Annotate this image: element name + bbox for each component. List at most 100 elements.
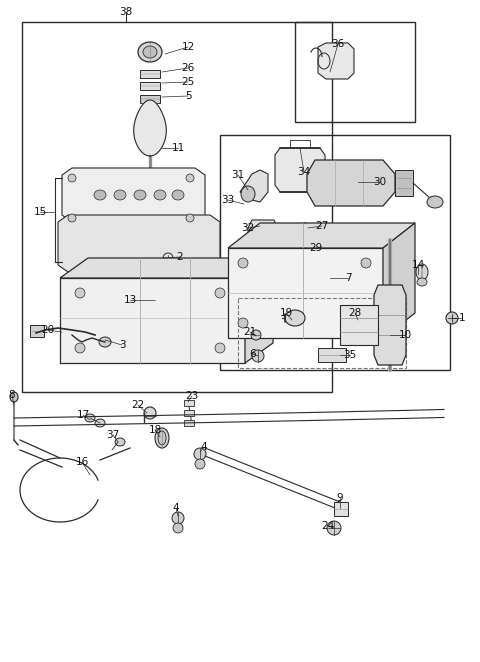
- Ellipse shape: [252, 350, 264, 362]
- Ellipse shape: [238, 258, 248, 268]
- Text: 11: 11: [171, 143, 185, 153]
- Text: 10: 10: [398, 330, 411, 340]
- Text: 5: 5: [185, 91, 192, 101]
- Ellipse shape: [427, 196, 443, 208]
- Polygon shape: [60, 278, 245, 363]
- Bar: [334, 502, 348, 516]
- Ellipse shape: [75, 288, 85, 298]
- Bar: [340, 305, 378, 345]
- Text: 7: 7: [345, 273, 351, 283]
- Ellipse shape: [94, 190, 106, 200]
- Bar: [30, 325, 44, 337]
- Ellipse shape: [155, 428, 169, 448]
- Ellipse shape: [186, 174, 194, 182]
- Ellipse shape: [143, 46, 157, 58]
- Ellipse shape: [95, 419, 105, 427]
- Ellipse shape: [115, 438, 125, 446]
- Ellipse shape: [68, 174, 76, 182]
- Ellipse shape: [238, 318, 248, 328]
- Polygon shape: [228, 223, 415, 248]
- Text: 20: 20: [41, 325, 55, 335]
- Ellipse shape: [299, 223, 311, 233]
- Bar: [184, 400, 194, 406]
- Ellipse shape: [99, 337, 111, 347]
- Polygon shape: [374, 285, 406, 365]
- Polygon shape: [307, 160, 395, 206]
- Text: 31: 31: [231, 170, 245, 180]
- Ellipse shape: [416, 264, 428, 280]
- Ellipse shape: [75, 343, 85, 353]
- Text: 8: 8: [9, 390, 15, 400]
- Text: 16: 16: [75, 457, 89, 467]
- Ellipse shape: [186, 214, 194, 222]
- Text: 22: 22: [132, 400, 144, 410]
- Text: 36: 36: [331, 39, 345, 49]
- Ellipse shape: [158, 431, 166, 445]
- Ellipse shape: [173, 523, 183, 533]
- Bar: [22, 22, 332, 392]
- Ellipse shape: [68, 214, 76, 222]
- Ellipse shape: [144, 407, 156, 419]
- Ellipse shape: [361, 258, 371, 268]
- Polygon shape: [60, 258, 273, 278]
- Ellipse shape: [195, 459, 205, 469]
- Text: 33: 33: [221, 195, 235, 205]
- Polygon shape: [383, 223, 415, 338]
- Text: 6: 6: [250, 349, 256, 359]
- Text: 21: 21: [243, 327, 257, 337]
- Polygon shape: [134, 100, 166, 156]
- Text: 37: 37: [107, 430, 120, 440]
- Text: 29: 29: [310, 243, 323, 253]
- Polygon shape: [228, 248, 383, 338]
- Text: 14: 14: [411, 260, 425, 270]
- Text: 19: 19: [279, 308, 293, 318]
- Text: 25: 25: [181, 77, 194, 87]
- Text: 30: 30: [373, 177, 386, 187]
- Ellipse shape: [154, 190, 166, 200]
- Text: 38: 38: [120, 7, 132, 17]
- Text: 17: 17: [76, 410, 90, 420]
- Bar: [395, 170, 413, 196]
- Ellipse shape: [85, 414, 95, 422]
- Polygon shape: [318, 43, 354, 79]
- Bar: [238, 298, 406, 368]
- Ellipse shape: [292, 242, 304, 254]
- Bar: [184, 410, 194, 416]
- Ellipse shape: [138, 42, 162, 62]
- Text: 24: 24: [322, 521, 335, 531]
- Ellipse shape: [446, 312, 458, 324]
- Ellipse shape: [251, 330, 261, 340]
- Text: 12: 12: [181, 42, 194, 52]
- Ellipse shape: [285, 310, 305, 326]
- Ellipse shape: [172, 512, 184, 524]
- Text: 3: 3: [119, 340, 125, 350]
- Ellipse shape: [327, 521, 341, 535]
- Bar: [220, 135, 450, 370]
- Text: 23: 23: [185, 391, 199, 401]
- Text: 2: 2: [177, 252, 183, 262]
- Ellipse shape: [241, 186, 255, 202]
- Ellipse shape: [215, 343, 225, 353]
- Ellipse shape: [134, 190, 146, 200]
- Text: 26: 26: [181, 63, 194, 73]
- Text: 4: 4: [201, 442, 207, 452]
- Text: 34: 34: [298, 167, 311, 177]
- Ellipse shape: [172, 190, 184, 200]
- Ellipse shape: [361, 318, 371, 328]
- Polygon shape: [62, 168, 205, 222]
- Bar: [184, 420, 194, 426]
- Polygon shape: [275, 148, 325, 192]
- Text: 1: 1: [459, 313, 465, 323]
- Text: 15: 15: [34, 207, 47, 217]
- Ellipse shape: [114, 190, 126, 200]
- Text: 35: 35: [343, 350, 357, 360]
- Bar: [140, 70, 160, 78]
- Bar: [318, 348, 346, 362]
- Ellipse shape: [10, 392, 18, 402]
- Polygon shape: [240, 170, 268, 202]
- Text: 9: 9: [336, 493, 343, 503]
- Text: 32: 32: [241, 223, 254, 233]
- Text: 28: 28: [348, 308, 361, 318]
- Bar: [140, 82, 160, 90]
- Bar: [295, 22, 415, 122]
